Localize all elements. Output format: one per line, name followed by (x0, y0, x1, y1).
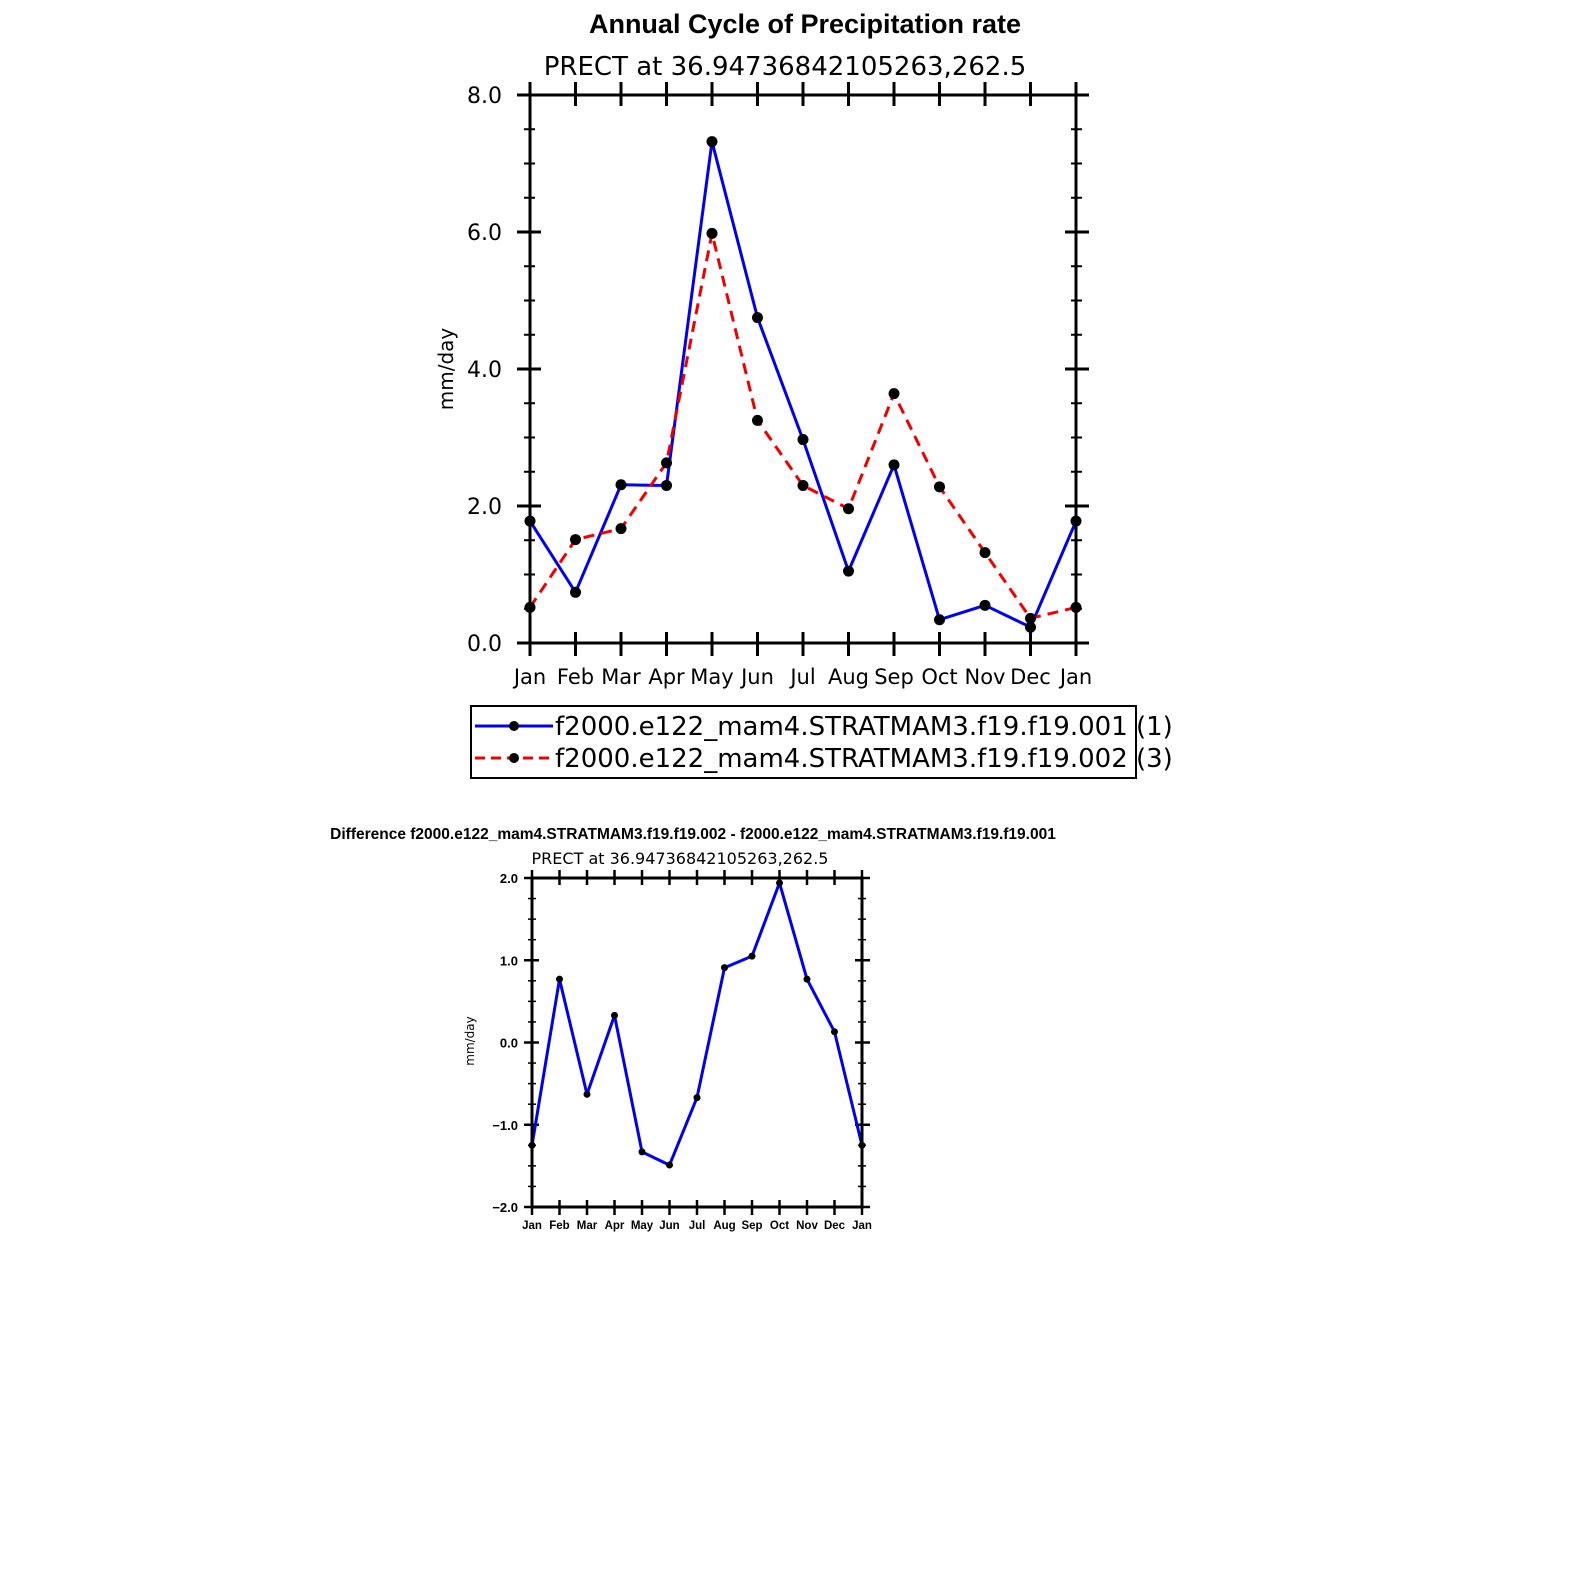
x-tick-label: Dec (824, 1220, 846, 1232)
data-point-series-1 (843, 565, 854, 577)
difference-plot-frame (530, 876, 864, 1209)
x-tick-label: Mar (577, 1220, 598, 1232)
y-axis-label: mm/day (434, 328, 458, 411)
data-point-series-2 (843, 503, 854, 515)
x-tick-label: Oct (770, 1220, 789, 1232)
data-point-series-1 (979, 599, 991, 611)
data-point-series-2 (570, 534, 581, 546)
data-point-series-1 (752, 312, 763, 324)
y-tick-label: 0.0 (467, 632, 502, 657)
x-tick-label: Jan (512, 665, 546, 689)
x-tick-label: Jun (659, 1220, 679, 1232)
data-point-series-1 (611, 1011, 618, 1019)
data-point-series-1 (721, 964, 728, 972)
data-point-series-1 (776, 879, 783, 887)
series-markers (524, 136, 1082, 633)
y-tick-labels: 0.0 2.0 4.0 6.0 8.0 (467, 84, 502, 657)
data-point-series-1 (666, 1161, 673, 1169)
data-point-series-2 (661, 457, 672, 469)
x-tick-label: Sep (874, 665, 914, 689)
difference-y-tick-labels: −2.0 −1.0 0.0 1.0 2.0 (492, 871, 518, 1215)
x-tick-label: Aug (828, 665, 869, 689)
difference-title: Difference f2000.e122_mam4.STRATMAM3.f19… (330, 826, 1056, 843)
data-point-series-1 (661, 479, 672, 491)
annual-cycle-chart: Annual Cycle of Precipitation rate PRECT… (434, 9, 1173, 779)
x-tick-label: May (631, 1220, 654, 1232)
x-tick-label: Jan (522, 1220, 542, 1232)
data-point-series-2 (979, 547, 991, 559)
data-point-series-1 (797, 434, 809, 446)
x-tick-label: Aug (713, 1220, 735, 1232)
y-tick-label: 8.0 (467, 84, 502, 109)
data-point-series-2 (934, 481, 945, 493)
x-tick-label: Jan (1058, 665, 1092, 689)
data-point-series-1 (583, 1090, 591, 1098)
data-point-series-1 (570, 586, 581, 598)
data-point-series-1 (748, 952, 756, 960)
x-tick-label: Mar (601, 665, 641, 689)
data-point-series-1 (615, 479, 627, 491)
x-tick-label: Jan (852, 1220, 872, 1232)
data-point-series-1 (831, 1028, 838, 1036)
legend-marker-series-1 (509, 721, 519, 731)
plot-frame (528, 93, 1078, 645)
data-point-series-2 (888, 388, 900, 400)
x-tick-label: Apr (605, 1220, 625, 1232)
data-point-series-1 (556, 975, 563, 983)
legend-label-series-2: f2000.e122_mam4.STRATMAM3.f19.f19.002 (3… (555, 744, 1173, 774)
data-point-series-1 (1025, 621, 1036, 633)
y-tick-label: 2.0 (467, 495, 502, 520)
x-tick-label: Sep (741, 1220, 762, 1232)
y-tick-label: 2.0 (500, 871, 518, 886)
y-tick-label: 6.0 (467, 221, 502, 246)
x-tick-labels: Jan Feb Mar Apr May Jun Jul Aug Sep Oct Nov Dec Jan (512, 665, 1092, 689)
x-tick-label: Jun (739, 665, 774, 689)
legend-box (470, 705, 1137, 779)
y-tick-label: 4.0 (467, 358, 502, 383)
data-point-series-2 (1025, 612, 1036, 624)
x-tick-label: Nov (965, 665, 1006, 689)
x-tick-label: Feb (549, 1220, 569, 1232)
x-tick-label: Nov (796, 1220, 818, 1232)
legend: f2000.e122_mam4.STRATMAM3.f19.f19.001 (1… (470, 705, 1173, 779)
y-tick-label: −1.0 (492, 1118, 518, 1133)
difference-chart: Difference f2000.e122_mam4.STRATMAM3.f19… (330, 826, 1056, 1232)
x-tick-label: Apr (648, 665, 685, 689)
data-point-series-2 (752, 414, 763, 426)
data-point-series-1 (934, 614, 945, 626)
data-point-series-1 (888, 459, 900, 471)
data-point-series-1 (706, 136, 718, 148)
data-point-series-2 (797, 479, 809, 491)
y-tick-label: −2.0 (492, 1200, 518, 1215)
x-tick-label: Feb (557, 665, 594, 689)
data-point-series-2 (615, 523, 627, 535)
x-tick-label: Oct (921, 665, 957, 689)
legend-label-series-1: f2000.e122_mam4.STRATMAM3.f19.f19.001 (1… (555, 712, 1173, 742)
x-tick-label: Dec (1010, 665, 1051, 689)
data-point-series-1 (693, 1094, 701, 1102)
legend-marker-series-2 (509, 753, 519, 763)
difference-subtitle: PRECT at 36.94736842105263,262.5 (532, 849, 829, 868)
difference-x-tick-labels: Jan Feb Mar Apr May Jun Jul Aug Sep Oct Nov Dec Jan (522, 1220, 872, 1232)
data-point-series-1 (803, 975, 811, 983)
data-point-series-2 (706, 227, 718, 239)
difference-y-axis-label: mm/day (463, 1016, 477, 1066)
y-tick-label: 0.0 (500, 1036, 518, 1051)
x-tick-label: May (690, 665, 733, 689)
data-point-series-1 (638, 1148, 646, 1156)
chart-subtitle: PRECT at 36.94736842105263,262.5 (544, 52, 1027, 82)
y-tick-label: 1.0 (500, 953, 518, 968)
x-tick-label: Jul (788, 665, 815, 689)
x-tick-label: Jul (689, 1220, 706, 1232)
chart-title: Annual Cycle of Precipitation rate (589, 9, 1021, 39)
